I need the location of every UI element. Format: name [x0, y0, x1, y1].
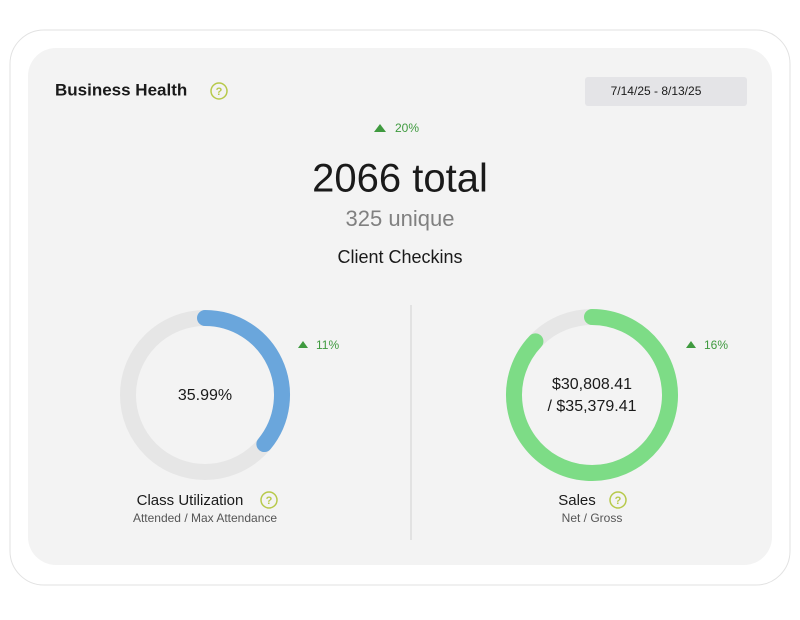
summary-total: 2066 total — [312, 157, 488, 201]
gauge-gross: / $35,379.41 — [548, 398, 637, 415]
gauge-subtitle: Net / Gross — [562, 511, 623, 525]
summary-change: 20% — [395, 121, 419, 135]
up-arrow — [374, 124, 386, 132]
gauge-value: 35.99% — [178, 387, 232, 404]
date-range[interactable]: 7/14/25 - 8/13/25 — [611, 84, 702, 98]
card — [28, 48, 772, 565]
svg-text:?: ? — [216, 86, 223, 98]
svg-text:?: ? — [615, 495, 622, 507]
card-title: Business Health — [55, 80, 187, 99]
help-icon[interactable]: ? — [260, 491, 278, 509]
gauge-arc — [197, 310, 290, 453]
help-icon[interactable]: ? — [609, 491, 627, 509]
gauge-arc — [506, 309, 678, 481]
svg-text:?: ? — [266, 495, 273, 507]
summary-unique: 325 unique — [346, 206, 455, 231]
gauge-change: 11% — [316, 338, 339, 352]
date-picker[interactable] — [585, 77, 747, 106]
up-arrow — [686, 341, 696, 348]
gauge-subtitle: Attended / Max Attendance — [133, 511, 277, 525]
help-icon[interactable]: ? — [210, 82, 228, 100]
summary-label: Client Checkins — [337, 247, 462, 267]
gauge-title: Class Utilization — [137, 492, 244, 509]
gauge-title: Sales — [558, 492, 596, 509]
gauge-change: 16% — [704, 338, 728, 352]
up-arrow — [298, 341, 308, 348]
gauge-net: $30,808.41 — [552, 376, 632, 393]
